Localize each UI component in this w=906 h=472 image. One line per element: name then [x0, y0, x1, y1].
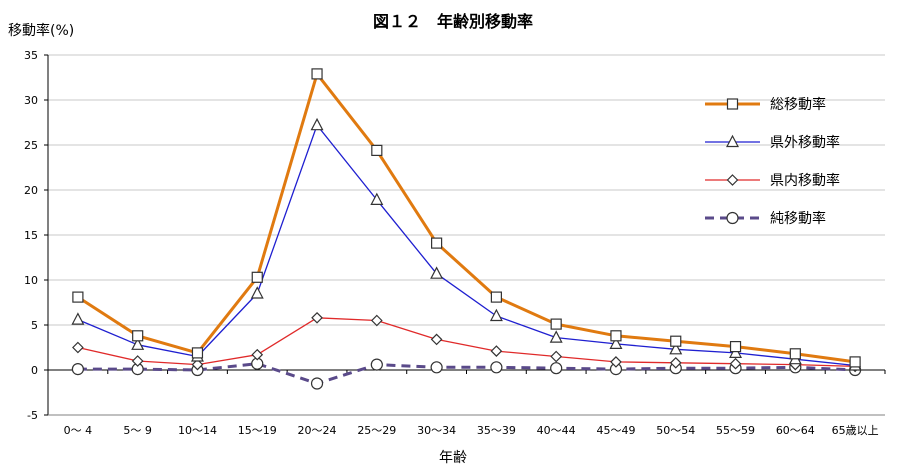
data-point-3: [370, 314, 383, 327]
data-point-3: [610, 356, 622, 368]
grid-lines: [48, 54, 885, 416]
data-point-1: [550, 318, 562, 330]
data-point-1: [670, 335, 682, 347]
y-tick-label: 20: [24, 184, 38, 197]
y-tick-label: 25: [24, 139, 38, 152]
data-point-1: [191, 347, 204, 359]
data-point-1: [729, 341, 742, 353]
x-tick-label: 50～54: [656, 424, 695, 437]
data-point-1: [132, 330, 144, 342]
data-point-2: [430, 266, 444, 279]
x-tick-label: 15～19: [238, 424, 277, 437]
x-tick-label: 0～ 4: [64, 424, 93, 437]
data-point-2: [489, 308, 503, 322]
x-tick-label: 45～49: [596, 424, 635, 437]
series-line-2: [77, 124, 856, 367]
data-point-4: [550, 362, 563, 375]
data-point-3: [550, 350, 563, 363]
series-line-3: [77, 317, 856, 368]
data-point-1: [789, 348, 801, 360]
legend-marker-4: [726, 211, 739, 225]
y-tick-label: 0: [31, 364, 38, 377]
chart-title: 図１２ 年齢別移動率: [372, 12, 533, 31]
x-tick-label: 55～59: [716, 424, 755, 437]
data-point-2: [669, 342, 683, 355]
legend-label-1: 総移動率: [770, 96, 826, 113]
data-point-4: [71, 363, 84, 376]
x-tick-label: 60～64: [776, 424, 815, 437]
data-point-1: [251, 271, 263, 283]
data-point-4: [430, 361, 443, 374]
series-line-1: [77, 72, 856, 364]
y-tick-label: 30: [24, 94, 38, 107]
legend-label-2: 県外移動率: [770, 134, 840, 151]
x-tick-label: 40～44: [537, 424, 576, 437]
y-tick-label: 15: [24, 229, 38, 242]
y-tick-label: 35: [24, 49, 38, 62]
data-point-3: [72, 341, 84, 354]
data-point-2: [250, 286, 264, 299]
x-tick-label: 30～34: [417, 424, 456, 437]
data-point-3: [311, 311, 323, 324]
x-tick-label: 10～14: [178, 424, 217, 437]
x-tick-label: 25～29: [357, 424, 396, 437]
x-tick-label: 35～39: [477, 424, 516, 437]
data-point-3: [490, 345, 503, 357]
legend-marker-3: [726, 174, 739, 186]
data-point-3: [131, 355, 144, 367]
x-tick-label: 65歳以上: [832, 424, 879, 437]
data-point-1: [490, 291, 502, 303]
data-point-1: [431, 237, 443, 249]
data-point-2: [131, 337, 145, 350]
series-line-4: [77, 362, 856, 385]
legend-marker-2: [726, 134, 739, 148]
legend-label-4: 純移動率: [770, 210, 826, 227]
x-tick-labels: 0～ 4 5～ 9 10～14 15～19 20～24 25～29 30～34 35～39 40…: [64, 424, 879, 437]
data-point-1: [371, 144, 383, 156]
data-point-1: [311, 68, 323, 80]
data-point-2: [370, 192, 384, 205]
data-point-1: [72, 291, 84, 303]
data-point-3: [669, 356, 682, 369]
legend-marker-1: [726, 98, 739, 110]
y-tick-label: 5: [31, 319, 38, 332]
x-tick-label: 20～24: [298, 424, 337, 437]
data-point-3: [251, 348, 264, 361]
data-point-1: [610, 330, 622, 342]
data-point-2: [609, 336, 623, 349]
data-point-1: [849, 356, 861, 368]
x-tick-label: 5～ 9: [123, 424, 152, 437]
legend-label-3: 県内移動率: [770, 172, 840, 189]
y-tick-label: 10: [24, 274, 38, 287]
data-point-4: [490, 361, 503, 374]
data-point-4: [370, 358, 383, 371]
series-group: [71, 68, 862, 390]
data-point-3: [191, 358, 204, 371]
y-tick-labels: -5 0 5 10 15 20 25 30 35: [24, 49, 38, 422]
data-point-3: [430, 333, 443, 346]
x-axis-title: 年齢: [439, 450, 467, 466]
y-tick-label: -5: [27, 409, 38, 422]
data-point-2: [549, 330, 563, 343]
data-point-2: [71, 312, 85, 325]
y-axis-title: 移動率(%): [8, 23, 75, 39]
data-point-4: [310, 377, 324, 390]
data-point-2: [310, 117, 324, 131]
data-point-3: [729, 357, 742, 370]
